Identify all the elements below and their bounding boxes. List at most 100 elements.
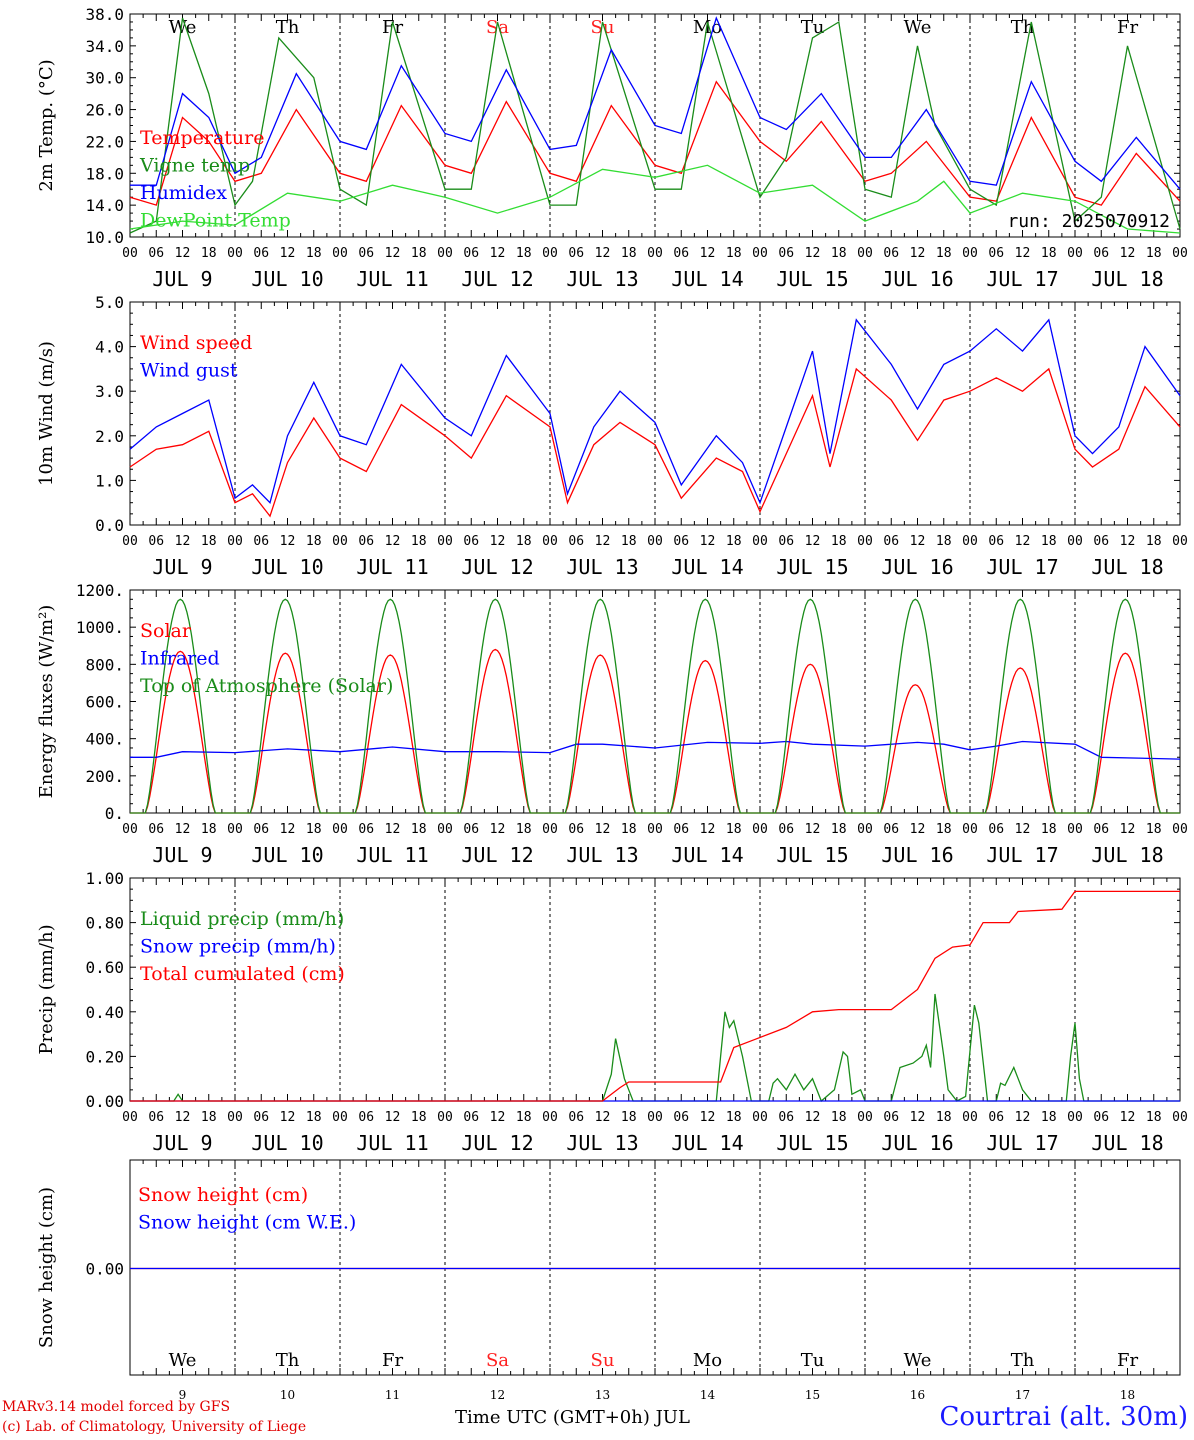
date-label: JUL 18 (1091, 843, 1163, 867)
y-tick-label: 5.0 (95, 293, 124, 312)
hour-label: 12 (385, 1110, 401, 1125)
legend-entry: Total cumulated (cm) (140, 963, 345, 985)
hour-label: 06 (148, 822, 164, 837)
model-credit: MARv3.14 model forced by GFS (2, 1399, 231, 1415)
hour-label: 06 (568, 1110, 584, 1125)
hour-label: 18 (411, 822, 427, 837)
date-label: JUL 15 (776, 555, 848, 579)
day-number: 10 (280, 1388, 295, 1402)
y-axis-label: 10m Wind (m/s) (36, 341, 57, 486)
weekday-label: Su (591, 1350, 615, 1371)
hour-label: 18 (831, 246, 847, 261)
legend-entry: Humidex (140, 182, 227, 204)
hour-label: 00 (1172, 822, 1188, 837)
weekday-label: Th (276, 17, 300, 38)
y-axis-label: Snow height (cm) (36, 1187, 57, 1348)
hour-label: 00 (752, 246, 768, 261)
hour-label: 12 (805, 1110, 821, 1125)
series-line-top-of-atmosphere-solar- (130, 598, 1180, 814)
hour-label: 00 (1067, 246, 1083, 261)
date-label: JUL 12 (461, 843, 533, 867)
hour-label: 12 (490, 534, 506, 549)
hour-label: 00 (437, 822, 453, 837)
hour-label: 12 (1120, 246, 1136, 261)
hour-label: 06 (148, 246, 164, 261)
hour-label: 18 (831, 1110, 847, 1125)
hour-label: 18 (411, 246, 427, 261)
weekday-label: Tu (801, 1350, 825, 1371)
hour-label: 06 (1093, 1110, 1109, 1125)
hour-label: 18 (1146, 1110, 1162, 1125)
hour-label: 00 (332, 1110, 348, 1125)
hour-label: 06 (778, 822, 794, 837)
date-label: JUL 9 (152, 267, 212, 291)
hour-label: 00 (857, 534, 873, 549)
hour-label: 00 (542, 534, 558, 549)
hour-label: 18 (516, 534, 532, 549)
x-axis-label: Time UTC (GMT+0h) JUL (455, 1407, 690, 1428)
hour-label: 12 (910, 822, 926, 837)
hour-label: 18 (411, 534, 427, 549)
hour-label: 18 (306, 246, 322, 261)
weekday-label: Sa (486, 1350, 509, 1371)
date-label: JUL 10 (251, 843, 323, 867)
hour-label: 12 (595, 822, 611, 837)
hour-label: 06 (988, 246, 1004, 261)
hour-label: 12 (700, 246, 716, 261)
date-label: JUL 17 (986, 555, 1058, 579)
hour-label: 00 (542, 246, 558, 261)
weekday-label: Sa (486, 17, 509, 38)
hour-label: 18 (831, 822, 847, 837)
date-label: JUL 12 (461, 1131, 533, 1155)
date-label: JUL 13 (566, 843, 638, 867)
y-axis-label: Energy fluxes (W/m²) (36, 605, 57, 799)
weekday-label: Tu (801, 17, 825, 38)
legend-entry: Snow height (cm) (138, 1184, 308, 1206)
hour-label: 00 (227, 1110, 243, 1125)
hour-label: 18 (726, 1110, 742, 1125)
hour-label: 18 (726, 246, 742, 261)
hour-label: 06 (673, 246, 689, 261)
date-label: JUL 13 (566, 267, 638, 291)
date-label: JUL 11 (356, 555, 428, 579)
y-tick-label: 10.0 (85, 228, 124, 247)
hour-label: 06 (568, 534, 584, 549)
legend-entry: Vigne temp (139, 155, 250, 177)
series-line-liquid-precip-mm-h- (130, 993, 1180, 1103)
hour-label: 18 (201, 534, 217, 549)
hour-label: 18 (1041, 1110, 1057, 1125)
date-label: JUL 12 (461, 555, 533, 579)
hour-label: 06 (883, 534, 899, 549)
weekday-label: Th (1011, 17, 1035, 38)
hour-label: 06 (988, 1110, 1004, 1125)
hour-label: 06 (988, 822, 1004, 837)
plot-frame-1 (129, 301, 1181, 526)
hour-label: 18 (306, 822, 322, 837)
day-number: 11 (385, 1388, 400, 1402)
hour-label: 12 (1015, 246, 1031, 261)
hour-label: 12 (280, 534, 296, 549)
y-tick-label: 3.0 (95, 382, 124, 401)
hour-label: 12 (1120, 822, 1136, 837)
hour-label: 12 (805, 246, 821, 261)
y-tick-label: 0.80 (85, 914, 124, 933)
y-tick-label: 22.0 (85, 132, 124, 151)
hour-label: 12 (1120, 1110, 1136, 1125)
hour-label: 00 (542, 1110, 558, 1125)
hour-label: 06 (988, 534, 1004, 549)
weekday-label: We (169, 17, 197, 38)
hour-label: 18 (1041, 534, 1057, 549)
hour-label: 06 (1093, 534, 1109, 549)
hour-label: 18 (936, 1110, 952, 1125)
series-line-wind-gust (129, 318, 1181, 505)
day-number: 14 (700, 1388, 716, 1402)
series-line-dewpoint-temp (129, 164, 1181, 234)
y-tick-label: 2.0 (95, 427, 124, 446)
day-number: 15 (805, 1388, 820, 1402)
weekday-label: Mo (693, 1350, 722, 1371)
hour-label: 06 (253, 534, 269, 549)
hour-label: 12 (385, 534, 401, 549)
weekday-label: Fr (382, 17, 403, 38)
hour-label: 18 (621, 246, 637, 261)
legend-entry: DewPoint Temp (140, 210, 291, 232)
